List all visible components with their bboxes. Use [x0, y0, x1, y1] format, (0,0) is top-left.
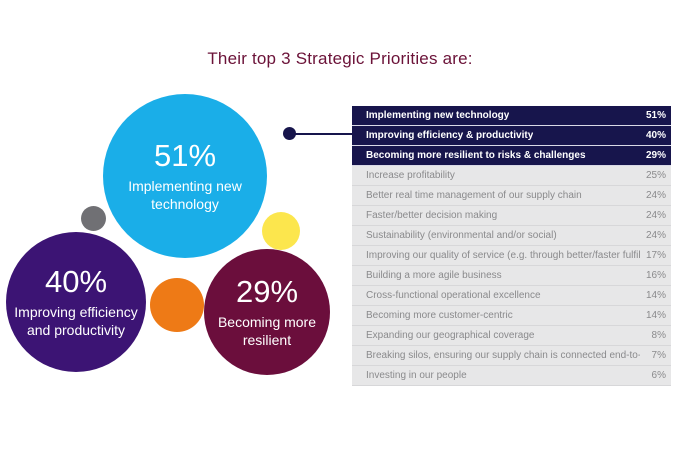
circle-1-label: Implementing new technology — [128, 178, 242, 212]
orange-decorative-circle — [150, 278, 204, 332]
row-label: Improving efficiency & productivity — [366, 130, 534, 141]
table-row: Cross-functional operational excellence 1… — [352, 286, 671, 306]
row-label: Faster/better decision making — [366, 210, 498, 221]
row-value: 24% — [645, 190, 666, 201]
table-row: Building a more agile business 16% — [352, 266, 671, 286]
circle-1-value: 51% — [153, 138, 217, 173]
circle-improving-efficiency: 40% Improving efficiency and productivit… — [6, 232, 146, 372]
connector-dot-icon — [283, 127, 296, 140]
row-label: Cross-functional operational excellence — [366, 290, 541, 301]
table-row: Better real time management of our suppl… — [352, 186, 671, 206]
page-title: Their top 3 Strategic Priorities are: — [207, 49, 473, 68]
row-label: Building a more agile business — [366, 270, 502, 281]
row-value: 8% — [651, 330, 666, 341]
row-value: 14% — [645, 310, 666, 321]
row-label: Becoming more resilient to risks & chall… — [366, 150, 586, 161]
row-label: Investing in our people — [366, 370, 467, 381]
table-row: Implementing new technology 51% — [352, 106, 671, 126]
table-row: Improving efficiency & productivity 40% — [352, 126, 671, 146]
yellow-decorative-circle — [262, 212, 300, 250]
table-row: Investing in our people 6% — [352, 366, 671, 386]
row-value: 24% — [645, 210, 666, 221]
circle-2-label: Improving efficiency and productivity — [14, 304, 138, 338]
table-row: Sustainability (environmental and/or soc… — [352, 226, 671, 246]
table-row: Increase profitability 25% — [352, 166, 671, 186]
row-label: Becoming more customer-centric — [366, 310, 513, 321]
row-label: Breaking silos, ensuring our supply chai… — [366, 350, 640, 361]
table-row: Faster/better decision making 24% — [352, 206, 671, 226]
circle-implementing-new-technology: 51% Implementing new technology — [103, 94, 267, 258]
row-value: 16% — [645, 270, 666, 281]
row-value: 17% — [645, 250, 666, 261]
row-label: Expanding our geographical coverage — [366, 330, 535, 341]
connector-line — [289, 133, 352, 135]
table-row: Improving our quality of service (e.g. t… — [352, 246, 671, 266]
row-label: Implementing new technology — [366, 110, 510, 121]
circle-3-value: 29% — [235, 274, 299, 309]
row-label: Sustainability (environmental and/or soc… — [366, 230, 557, 241]
row-value: 24% — [645, 230, 666, 241]
table-row: Breaking silos, ensuring our supply chai… — [352, 346, 671, 366]
table-row: Becoming more customer-centric 14% — [352, 306, 671, 326]
row-label: Increase profitability — [366, 170, 455, 181]
circle-3-label: Becoming more resilient — [217, 314, 317, 348]
row-value: 40% — [645, 130, 666, 141]
row-value: 51% — [645, 110, 666, 121]
circle-2-value: 40% — [44, 264, 108, 299]
row-label: Improving our quality of service (e.g. t… — [366, 250, 640, 261]
row-value: 14% — [645, 290, 666, 301]
table-row: Expanding our geographical coverage 8% — [352, 326, 671, 346]
table-row: Becoming more resilient to risks & chall… — [352, 146, 671, 166]
row-value: 25% — [645, 170, 666, 181]
row-value: 6% — [651, 370, 666, 381]
priorities-table: Implementing new technology 51% Improving … — [352, 106, 671, 386]
circle-becoming-more-resilient: 29% Becoming more resilient — [204, 249, 330, 375]
row-label: Better real time management of our suppl… — [366, 190, 582, 201]
row-value: 29% — [645, 150, 666, 161]
gray-decorative-circle — [81, 206, 106, 231]
row-value: 7% — [651, 350, 666, 361]
